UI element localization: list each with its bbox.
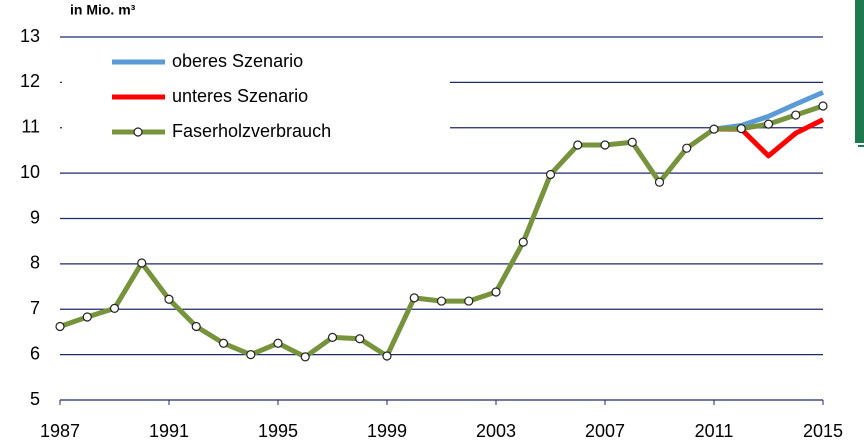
legend-marker [133, 127, 143, 137]
marker [273, 338, 283, 348]
marker [300, 352, 310, 362]
marker [82, 312, 92, 322]
marker [55, 321, 65, 332]
marker [682, 143, 692, 153]
lines [55, 90, 828, 362]
y-tick-label: 11 [21, 117, 40, 137]
marker [436, 296, 447, 306]
y-tick-label: 6 [30, 343, 40, 363]
y-tick-label: 5 [30, 389, 40, 409]
y-tick-label: 9 [30, 207, 40, 227]
marker [791, 110, 801, 120]
marker [164, 294, 174, 304]
marker [573, 140, 583, 150]
marker [763, 119, 774, 129]
marker [218, 338, 229, 348]
y-tick-label: 8 [30, 253, 40, 273]
y-tick-label: 13 [20, 26, 40, 46]
x-tick-label: 2011 [695, 421, 734, 441]
marker [355, 334, 365, 344]
marker [327, 332, 338, 342]
marker [491, 287, 501, 297]
marker [518, 237, 528, 247]
marker [109, 303, 120, 313]
marker [137, 258, 147, 268]
marker [654, 177, 665, 187]
marker [191, 321, 201, 332]
x-tick-label: 2007 [585, 421, 625, 441]
legend: oberes Szenario unteres Szenario Faserholz… [62, 44, 450, 150]
marker [545, 169, 556, 180]
y-tick-label: 12 [20, 71, 40, 91]
side-decoration [855, 0, 864, 143]
marker [464, 296, 474, 306]
legend-label: unteres Szenario [172, 86, 308, 106]
x-tick-label: 1995 [258, 421, 298, 441]
marker [818, 101, 828, 111]
y-tick-label: 7 [30, 298, 40, 318]
grid: 5 6 7 8 9 10 11 12 13 1987 1991 1995 1999 2003 2007 201… [20, 26, 843, 441]
x-tick-label: 1987 [40, 421, 80, 441]
marker [709, 124, 719, 134]
x-tick-label: 1991 [149, 421, 189, 441]
marker [736, 124, 746, 134]
y-tick-label: 10 [20, 162, 40, 182]
x-tick-label: 2015 [803, 421, 843, 441]
marker [600, 140, 610, 150]
marker [409, 293, 419, 303]
x-tick-label: 1999 [367, 421, 407, 441]
marker [382, 351, 392, 361]
legend-label: oberes Szenario [172, 51, 303, 71]
marker [627, 137, 637, 147]
legend-label: Faserholzverbrauch [172, 121, 331, 141]
x-tick-label: 2003 [476, 421, 516, 441]
marker [246, 350, 256, 360]
axis-label: in Mio. m³ [70, 2, 136, 18]
